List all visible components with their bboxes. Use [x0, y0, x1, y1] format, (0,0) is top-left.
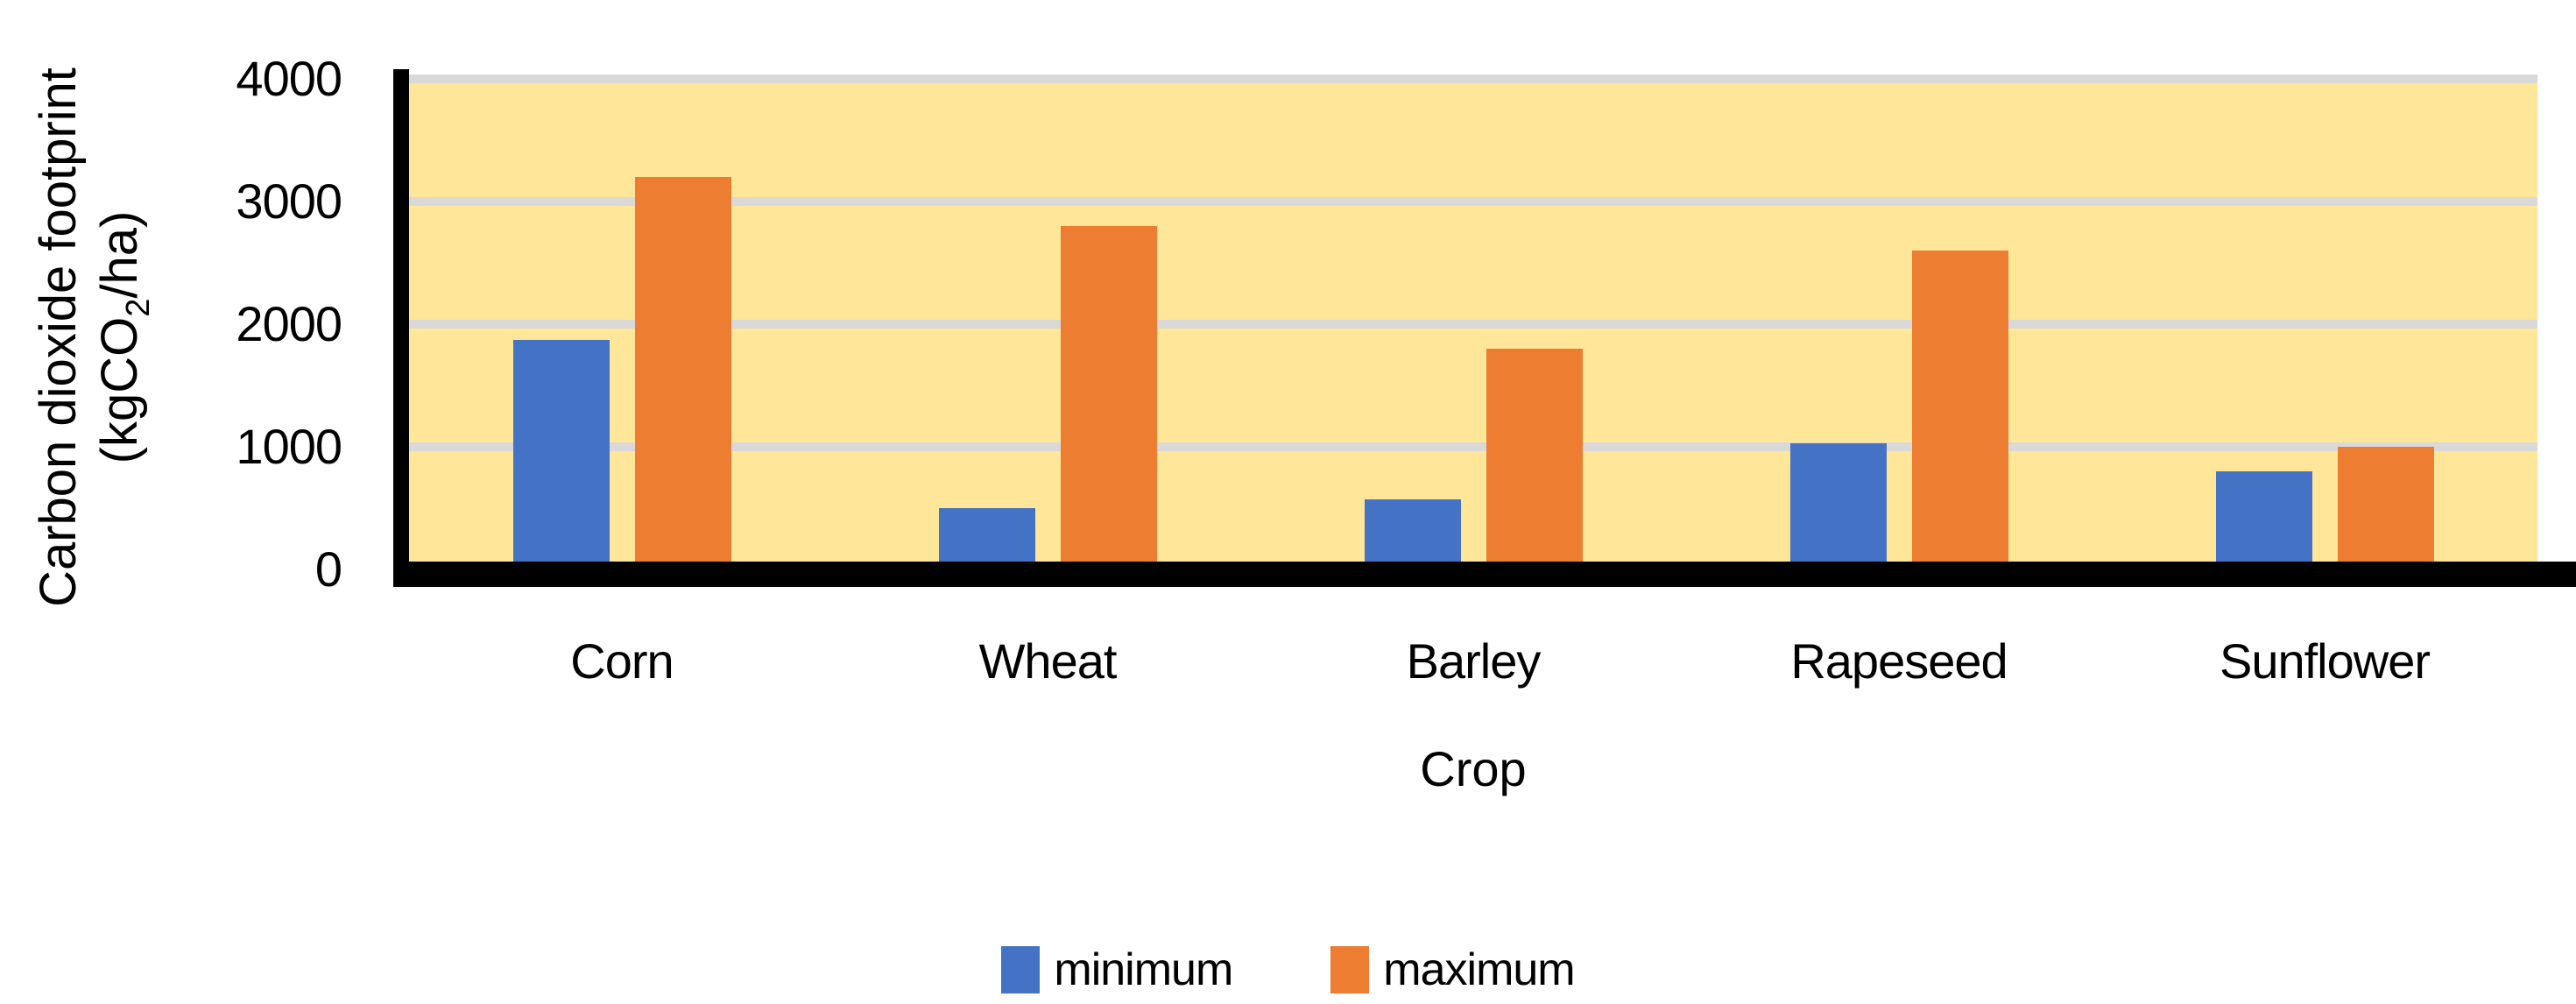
bar-wheat-minimum [938, 508, 1035, 569]
legend-swatch-minimum [1001, 946, 1041, 993]
bar-sunflower-maximum [2337, 447, 2434, 569]
bar-sunflower-minimum [2215, 471, 2312, 569]
y-tick-label-2000: 2000 [236, 296, 342, 351]
x-label-barley: Barley [1406, 633, 1542, 689]
y-tick-label-1000: 1000 [236, 419, 342, 474]
legend-item-minimum: minimum [1001, 944, 1233, 995]
y-tick-label-0: 0 [314, 541, 342, 597]
y-tick-label-3000: 3000 [236, 173, 342, 229]
x-label-sunflower: Sunflower [2219, 633, 2431, 689]
bar-barley-maximum [1486, 349, 1583, 569]
x-axis-spine [393, 562, 2576, 587]
slot-barley [1260, 79, 1686, 569]
legend: minimum maximum [0, 944, 2576, 995]
slot-corn [409, 79, 835, 569]
legend-label-minimum: minimum [1054, 944, 1233, 995]
y-axis-spine [393, 69, 409, 587]
x-axis-category-labels: Corn Wheat Barley Rapeseed Sunflower [409, 637, 2537, 686]
legend-item-maximum: maximum [1330, 944, 1576, 995]
x-label-rapeseed: Rapeseed [1790, 633, 2008, 689]
bar-barley-minimum [1364, 499, 1461, 569]
legend-swatch-maximum [1330, 946, 1370, 993]
bar-corn-minimum [512, 340, 610, 569]
plot-area [409, 74, 2537, 569]
gridline-1000 [409, 442, 2537, 451]
gridline-3000 [409, 197, 2537, 206]
bar-rapeseed-maximum [1911, 251, 2008, 569]
x-label-corn: Corn [570, 633, 674, 689]
bar-slots [409, 79, 2537, 569]
gridline-4000 [409, 74, 2537, 83]
bar-corn-maximum [634, 177, 731, 569]
bar-wheat-maximum [1060, 226, 1157, 569]
slot-sunflower [2112, 79, 2537, 569]
slot-wheat [835, 79, 1260, 569]
x-label-wheat: Wheat [978, 633, 1118, 689]
bar-rapeseed-minimum [1789, 442, 1887, 569]
legend-label-maximum: maximum [1383, 944, 1575, 995]
slot-rapeseed [1686, 79, 2112, 569]
y-axis-title-line1: Carbon dioxide footprint [30, 67, 87, 607]
gridline-2000 [409, 320, 2537, 329]
x-axis-title: Crop [1420, 741, 1527, 796]
y-tick-label-4000: 4000 [236, 51, 342, 106]
